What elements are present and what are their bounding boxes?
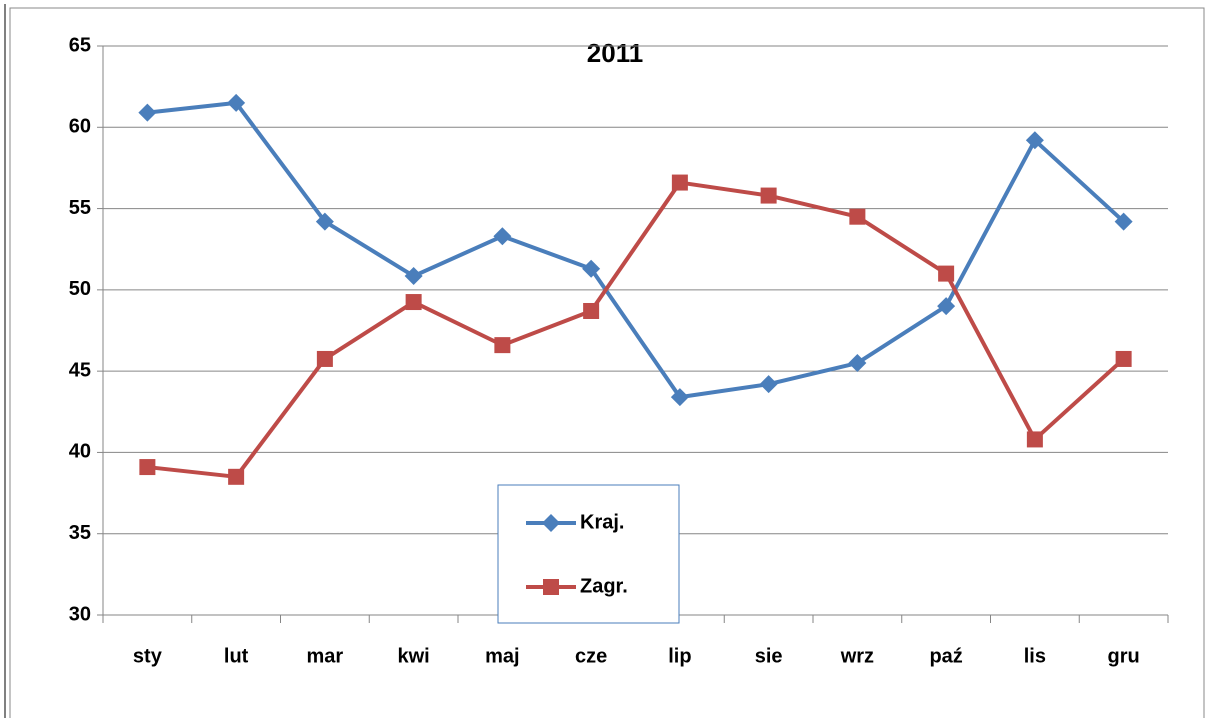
data-point <box>138 103 157 122</box>
data-point <box>139 459 156 476</box>
y-tick-label: 65 <box>69 34 91 56</box>
x-tick-label: sie <box>755 645 783 667</box>
data-point <box>582 259 601 278</box>
data-point <box>316 350 333 367</box>
data-point <box>405 294 422 311</box>
data-point <box>848 354 867 373</box>
legend-label: Zagr. <box>580 575 628 597</box>
x-tick-label: wrz <box>840 645 874 667</box>
data-point <box>494 337 511 354</box>
data-point <box>1114 212 1133 231</box>
x-tick-label: sty <box>133 645 163 667</box>
y-tick-label: 40 <box>69 441 91 463</box>
x-tick-label: kwi <box>398 645 430 667</box>
data-point <box>404 267 423 286</box>
x-tick-label: gru <box>1108 645 1140 667</box>
series-line <box>147 180 1125 479</box>
data-point <box>849 208 866 225</box>
x-tick-label: maj <box>485 645 519 667</box>
x-tick-label: lut <box>224 645 249 667</box>
series-line <box>147 100 1125 400</box>
x-tick-label: paź <box>929 645 962 667</box>
legend-marker <box>542 514 560 532</box>
x-tick-label: mar <box>307 645 344 667</box>
data-point <box>759 375 778 394</box>
data-point <box>937 297 956 316</box>
y-tick-label: 45 <box>69 359 91 381</box>
data-point <box>493 227 512 246</box>
data-point <box>1025 131 1044 150</box>
data-point <box>227 93 246 112</box>
data-point <box>315 212 334 231</box>
y-tick-label: 35 <box>69 522 91 544</box>
data-point <box>938 265 955 282</box>
data-point <box>671 174 688 191</box>
y-tick-label: 60 <box>69 116 91 138</box>
x-tick-label: lip <box>668 645 691 667</box>
y-tick-label: 55 <box>69 197 91 219</box>
chart-title: 2011 <box>587 38 643 68</box>
legend-box <box>497 484 680 624</box>
legend-marker <box>543 579 559 595</box>
data-point <box>1115 350 1132 367</box>
data-point <box>1026 431 1043 448</box>
x-tick-label: lis <box>1024 645 1046 667</box>
data-point <box>583 302 600 319</box>
y-tick-label: 50 <box>69 278 91 300</box>
x-tick-label: cze <box>575 645 607 667</box>
legend-label: Kraj. <box>580 511 624 533</box>
data-point <box>760 187 777 204</box>
y-tick-label: 30 <box>69 603 91 625</box>
data-point <box>228 468 245 485</box>
data-point <box>670 388 689 407</box>
